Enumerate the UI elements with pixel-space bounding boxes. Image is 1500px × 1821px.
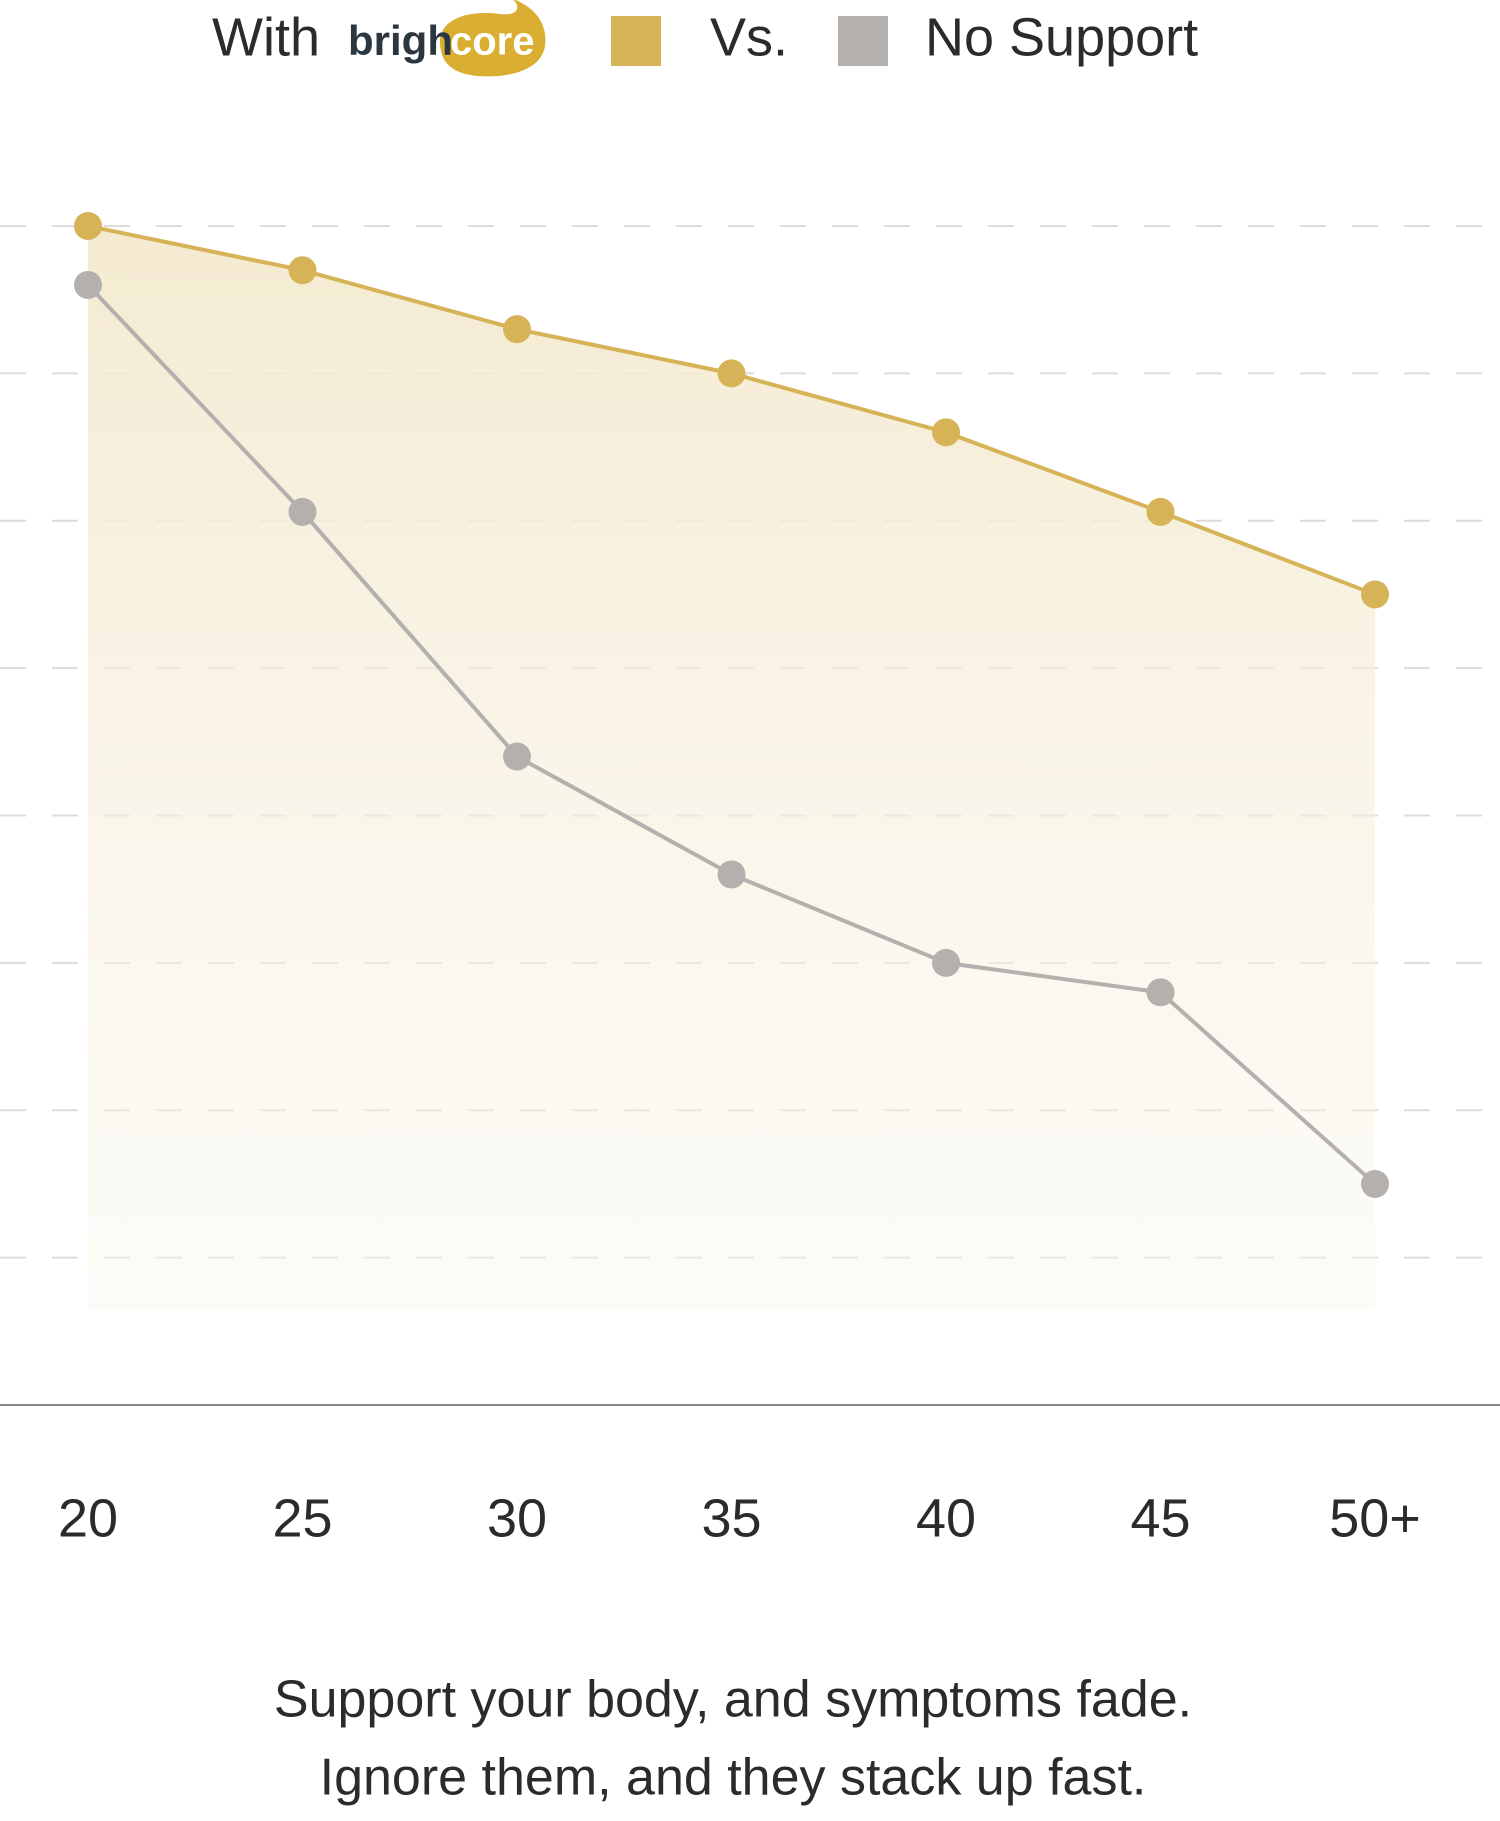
point — [503, 742, 531, 771]
area-layer — [88, 226, 1375, 1310]
legend-swatch — [838, 16, 888, 66]
area — [88, 226, 1375, 1310]
logo-blob — [440, 0, 546, 77]
point — [932, 418, 960, 447]
legend-swatch — [611, 16, 661, 66]
x-tick-label: 40 — [916, 1488, 976, 1548]
x-tick-label: 25 — [272, 1488, 332, 1548]
point — [503, 315, 531, 344]
legend-joiner: Vs. — [710, 7, 788, 67]
point — [1146, 497, 1175, 526]
point — [932, 948, 960, 977]
legend-prefix: With — [212, 7, 320, 67]
point — [1361, 580, 1389, 609]
logo-text: core — [450, 20, 535, 64]
point — [74, 270, 102, 299]
logo-text: brigh — [348, 17, 453, 64]
point — [1146, 978, 1175, 1007]
x-tick-label: 50+ — [1329, 1488, 1421, 1548]
point — [288, 497, 317, 526]
x-tick-label: 30 — [487, 1488, 547, 1548]
x-tick-label: 35 — [701, 1488, 761, 1548]
point — [717, 860, 746, 889]
point — [74, 212, 102, 240]
x-tick-label: 45 — [1130, 1488, 1190, 1548]
point — [288, 256, 317, 285]
caption: Ignore them, and they stack up fast. — [320, 1749, 1147, 1807]
x-tick-label: 20 — [58, 1488, 118, 1548]
legend-label: No Support — [925, 7, 1198, 67]
line-layer — [74, 212, 1389, 1198]
point — [1361, 1169, 1389, 1198]
point — [717, 359, 746, 388]
legend: With brigh core Vs. No Support — [212, 0, 1198, 77]
caption: Support your body, and symptoms fade. — [274, 1671, 1192, 1729]
